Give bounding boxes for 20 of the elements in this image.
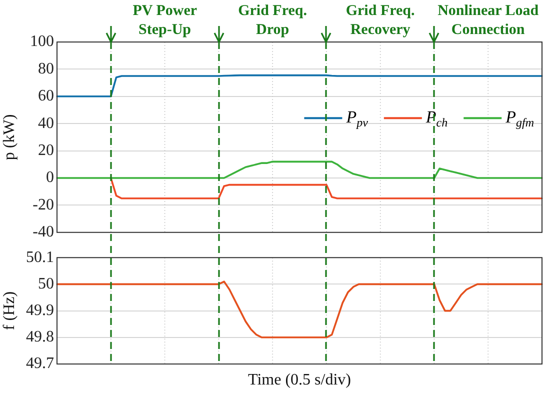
y-tick-label: 50 [38, 275, 54, 292]
y-tick-label: 80 [38, 60, 54, 78]
y-tick-label: 100 [30, 33, 54, 50]
y-tick-label: 20 [38, 142, 54, 160]
text: Nonlinear Load Connection [438, 3, 539, 38]
y-axis-title: p (kW) [0, 114, 18, 160]
y-tick-label: 49.7 [26, 355, 54, 372]
y-tick-label: 0 [46, 169, 54, 186]
y-tick-label: 49.8 [26, 328, 54, 346]
text: Grid Freq. Drop [238, 3, 307, 38]
y-tick-label: 40 [38, 114, 54, 132]
y-tick-label: 50.1 [26, 248, 54, 266]
y-tick-label: -20 [32, 196, 54, 214]
y-tick-label: 60 [38, 88, 54, 105]
y-axis-title: f (Hz) [0, 291, 18, 330]
y-tick-label: -40 [32, 224, 54, 241]
text: PV Power Step-Up [132, 3, 197, 38]
text: Grid Freq. Recovery [346, 3, 415, 38]
x-axis-title: Time (0.5 s/div) [248, 372, 351, 389]
y-tick-label: 49.9 [26, 302, 54, 320]
